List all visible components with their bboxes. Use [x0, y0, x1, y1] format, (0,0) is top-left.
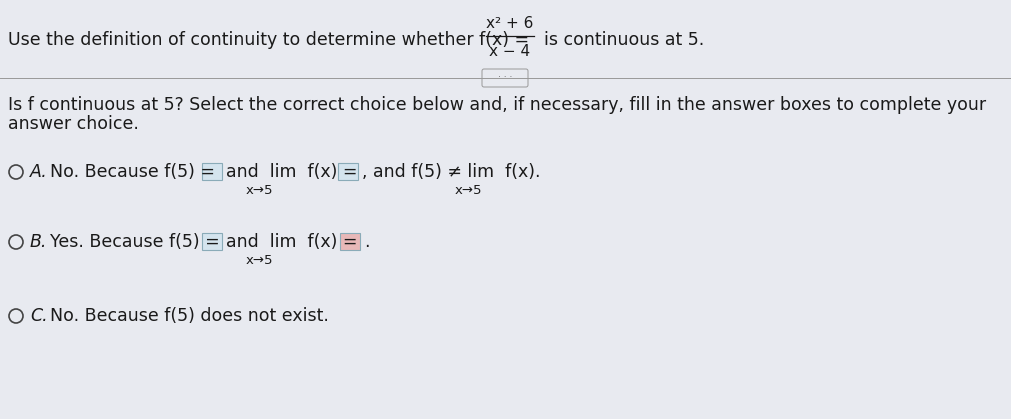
- Text: , and f(5) ≠ lim  f(x).: , and f(5) ≠ lim f(x).: [362, 163, 541, 181]
- Text: B.: B.: [30, 233, 48, 251]
- Text: is continuous at 5.: is continuous at 5.: [544, 31, 705, 49]
- Text: .: .: [364, 233, 369, 251]
- Text: Yes. Because f(5) =: Yes. Because f(5) =: [50, 233, 219, 251]
- Text: x − 4: x − 4: [489, 44, 531, 59]
- Text: x→5: x→5: [246, 184, 273, 197]
- Text: Use the definition of continuity to determine whether f(x) =: Use the definition of continuity to dete…: [8, 31, 529, 49]
- FancyBboxPatch shape: [338, 163, 358, 180]
- Text: · · ·: · · ·: [497, 73, 513, 83]
- FancyBboxPatch shape: [482, 69, 528, 87]
- Text: x→5: x→5: [454, 184, 482, 197]
- Text: x² + 6: x² + 6: [486, 16, 534, 31]
- Text: No. Because f(5) does not exist.: No. Because f(5) does not exist.: [50, 307, 329, 325]
- Text: C.: C.: [30, 307, 48, 325]
- Text: and  lim  f(x) =: and lim f(x) =: [226, 163, 358, 181]
- FancyBboxPatch shape: [340, 233, 360, 250]
- FancyBboxPatch shape: [202, 163, 222, 180]
- Text: answer choice.: answer choice.: [8, 115, 139, 133]
- Text: Is f continuous at 5? Select the correct choice below and, if necessary, fill in: Is f continuous at 5? Select the correct…: [8, 96, 986, 114]
- Text: No. Because f(5) =: No. Because f(5) =: [50, 163, 215, 181]
- Text: x→5: x→5: [246, 254, 273, 267]
- Text: A.: A.: [30, 163, 48, 181]
- Text: and  lim  f(x) =: and lim f(x) =: [226, 233, 358, 251]
- FancyBboxPatch shape: [202, 233, 222, 250]
